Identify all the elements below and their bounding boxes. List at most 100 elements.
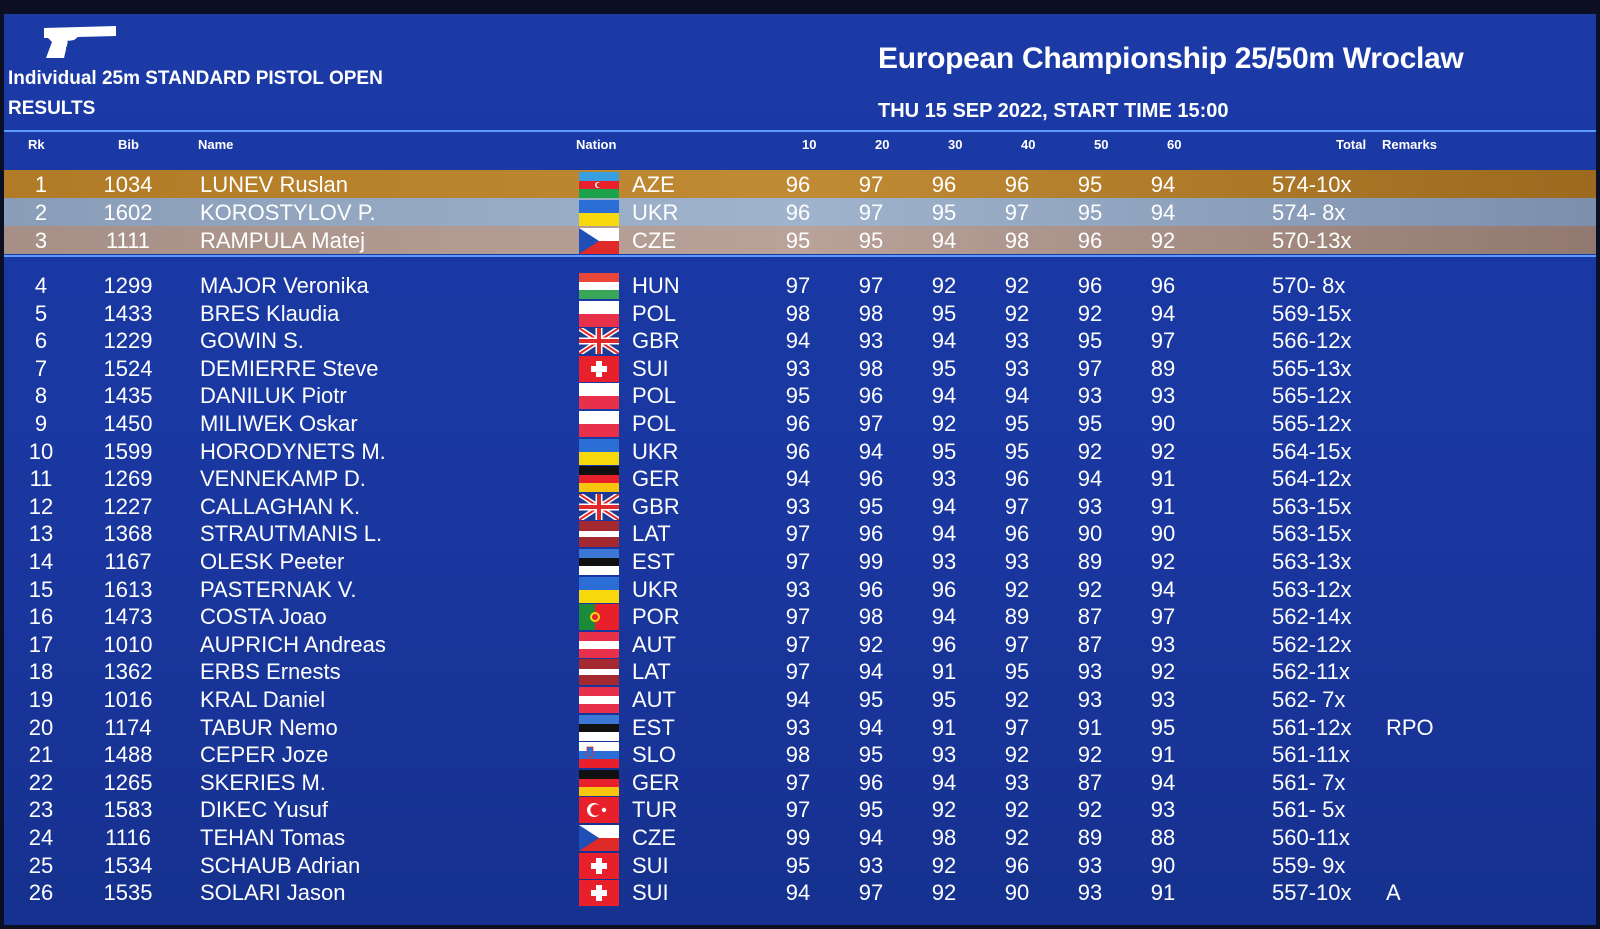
table-row[interactable]: 7 1524 DEMIERRE Steve SUI 93 98 95 93 97 89 565-13…: [4, 354, 1596, 382]
nation-code: CZE: [632, 825, 676, 850]
total-score: 563-12x: [1272, 576, 1352, 602]
series-score-6: 97: [1150, 604, 1176, 630]
table-row[interactable]: 1 1034 LUNEV Ruslan AZE 96 97 96 96 95 94 574-10x: [4, 170, 1596, 198]
series-score-3: 96: [931, 631, 957, 657]
series-score-2: 93: [858, 328, 884, 354]
series-score-2: 98: [858, 355, 884, 381]
series-score-5: 94: [1077, 466, 1103, 492]
series-score-6: 92: [1150, 228, 1176, 253]
table-row[interactable]: 26 1535 SOLARI Jason SUI 94 97 92 90 93 91 557-10x…: [4, 878, 1596, 907]
athlete-name: LUNEV Ruslan: [200, 172, 348, 197]
table-row[interactable]: 21 1488 CEPER Joze SLO 98 95 93 92 92 91 561-11x: [4, 740, 1596, 769]
flag-aze-icon: [579, 172, 619, 198]
col-s30: 30: [948, 137, 963, 152]
total-score: 561-11x: [1272, 742, 1350, 768]
flag-hun-icon: [579, 273, 619, 299]
bib-cell: 1488: [103, 742, 153, 768]
total-score: 559- 9x: [1272, 852, 1346, 878]
flag-aut-icon: [579, 687, 619, 713]
nation-code: CZE: [632, 228, 676, 253]
series-score-5: 89: [1077, 825, 1103, 850]
series-score-3: 91: [931, 714, 957, 740]
series-score-4: 92: [1004, 576, 1030, 602]
series-score-5: 95: [1077, 411, 1103, 436]
table-row[interactable]: 22 1265 SKERIES M. GER 97 96 94 93 87 94 561- 7x: [4, 768, 1596, 796]
flag-ger-icon: [579, 466, 619, 493]
rank-cell: 13: [28, 521, 54, 547]
series-score-1: 97: [785, 604, 811, 630]
flag-por-icon: [579, 604, 619, 631]
nation-code: GER: [632, 769, 680, 795]
nation-code: UKR: [632, 576, 679, 602]
rank-cell: 5: [34, 300, 48, 326]
series-score-3: 91: [931, 659, 957, 685]
series-score-1: 95: [785, 228, 811, 253]
bib-cell: 1534: [103, 852, 153, 878]
table-row[interactable]: 5 1433 BRES Klaudia POL 98 98 95 92 92 94 569-15x: [4, 299, 1596, 327]
series-score-3: 94: [931, 383, 957, 409]
series-score-5: 92: [1077, 576, 1103, 602]
flag-gbr-icon: [579, 328, 619, 355]
total-score: 566-12x: [1272, 328, 1352, 354]
table-row[interactable]: 17 1010 AUPRICH Andreas AUT 97 92 96 97 87 93 562-…: [4, 630, 1596, 658]
athlete-name: TEHAN Tomas: [200, 825, 346, 850]
series-score-6: 97: [1150, 328, 1176, 354]
series-score-1: 93: [785, 355, 811, 381]
series-score-4: 94: [1004, 383, 1030, 409]
column-headers: Rk Bib Name Nation 10 20 30 40 50 60 Tot…: [4, 134, 1596, 156]
table-row[interactable]: 18 1362 ERBS Ernests LAT 97 94 91 95 93 92 562-11x: [4, 657, 1596, 686]
nation-code: SLO: [632, 742, 677, 768]
rank-cell: 18: [28, 659, 54, 685]
table-row[interactable]: 11 1269 VENNEKAMP D. GER 94 96 93 96 94 91 564-12x: [4, 464, 1596, 493]
series-score-5: 92: [1077, 300, 1103, 326]
series-score-6: 92: [1150, 659, 1176, 685]
flag-cze-icon: [579, 825, 619, 851]
nation-code: TUR: [632, 797, 678, 823]
table-row[interactable]: 3 1111 RAMPULA Matej CZE 95 95 94 98 96 92 570-13x: [4, 226, 1596, 254]
table-row[interactable]: 23 1583 DIKEC Yusuf TUR 97 95 92 92 92 93 561- 5x: [4, 795, 1596, 824]
table-row[interactable]: 16 1473 COSTA Joao POR 97 98 94 89 87 97 562-14x: [4, 602, 1596, 631]
series-score-2: 96: [858, 466, 884, 492]
series-score-2: 95: [858, 797, 884, 823]
athlete-name: KOROSTYLOV P.: [200, 200, 376, 225]
bib-cell: 1602: [103, 200, 153, 225]
table-row[interactable]: 14 1167 OLESK Peeter EST 97 99 93 93 89 92 563-13x: [4, 547, 1596, 575]
series-score-6: 93: [1150, 797, 1176, 823]
series-score-5: 93: [1077, 687, 1103, 712]
bib-cell: 1116: [105, 825, 151, 850]
nation-code: POR: [632, 604, 680, 630]
bib-cell: 1535: [103, 880, 153, 906]
series-score-2: 96: [858, 383, 884, 409]
total-score: 561- 7x: [1272, 769, 1346, 795]
series-score-6: 92: [1150, 438, 1176, 464]
table-row[interactable]: 20 1174 TABUR Nemo EST 93 94 91 97 91 95 561-12x RP…: [4, 713, 1596, 741]
series-score-2: 96: [858, 576, 884, 602]
athlete-name: DIKEC Yusuf: [200, 797, 328, 823]
series-score-5: 93: [1077, 880, 1103, 906]
table-row[interactable]: 10 1599 HORODYNETS M. UKR 96 94 95 95 92 92 564-15…: [4, 437, 1596, 465]
series-score-4: 92: [1004, 687, 1030, 712]
table-row[interactable]: 6 1229 GOWIN S. GBR 94 93 94 93 95 97 566-12x: [4, 326, 1596, 355]
table-row[interactable]: 25 1534 SCHAUB Adrian SUI 95 93 92 96 93 90 559- 9…: [4, 851, 1596, 879]
rank-cell: 20: [28, 714, 54, 740]
series-score-4: 95: [1004, 411, 1030, 436]
flag-lat-icon: [579, 521, 619, 548]
table-row[interactable]: 13 1368 STRAUTMANIS L. LAT 97 96 94 96 90 90 563-1…: [4, 519, 1596, 548]
table-row[interactable]: 9 1450 MILIWEK Oskar POL 96 97 92 95 95 90 565-12x: [4, 409, 1596, 437]
total-score: 562-11x: [1272, 659, 1350, 685]
table-row[interactable]: 15 1613 PASTERNAK V. UKR 93 96 96 92 92 94 563-12x: [4, 575, 1596, 603]
athlete-name: AUPRICH Andreas: [200, 631, 386, 657]
table-row[interactable]: 24 1116 TEHAN Tomas CZE 99 94 98 92 89 88 560-11x: [4, 823, 1596, 851]
nation-code: GBR: [632, 328, 680, 354]
table-row[interactable]: 8 1435 DANILUK Piotr POL 95 96 94 94 93 93 565-12x: [4, 381, 1596, 410]
rank-cell: 11: [29, 466, 53, 492]
table-row[interactable]: 12 1227 CALLAGHAN K. GBR 93 95 94 97 93 91 563-15x: [4, 492, 1596, 520]
event-title: Individual 25m STANDARD PISTOL OPEN: [8, 68, 383, 89]
athlete-name: KRAL Daniel: [200, 687, 326, 712]
table-row[interactable]: 19 1016 KRAL Daniel AUT 94 95 95 92 93 93 562- 7x: [4, 685, 1596, 713]
series-score-1: 99: [785, 825, 811, 850]
col-bib: Bib: [118, 137, 139, 152]
table-row[interactable]: 4 1299 MAJOR Veronika HUN 97 97 92 92 96 96 570- 8…: [4, 271, 1596, 299]
flag-sui-icon: [579, 852, 619, 879]
table-row[interactable]: 2 1602 KOROSTYLOV P. UKR 96 97 95 97 95 94 574- 8x: [4, 198, 1596, 226]
